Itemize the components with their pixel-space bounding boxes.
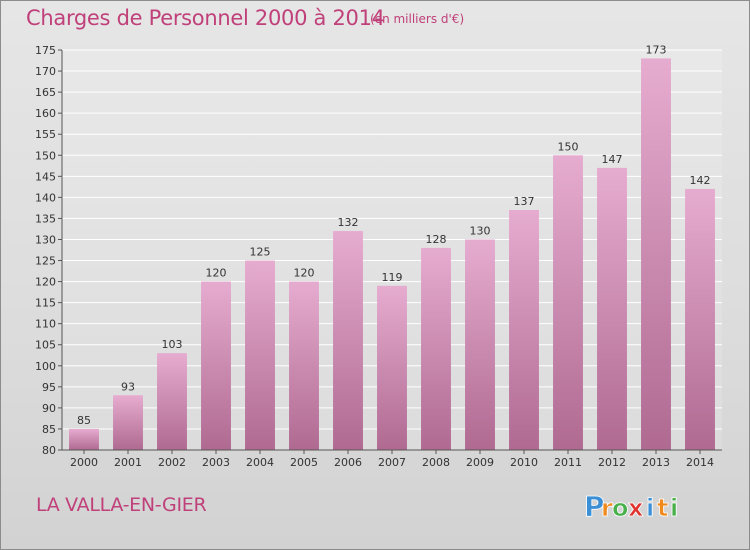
x-tick-label: 2002 (158, 456, 186, 469)
data-label: 132 (338, 216, 359, 229)
y-tick-label: 120 (35, 276, 56, 289)
bar-2005 (289, 281, 319, 450)
y-tick-label: 115 (35, 297, 56, 310)
bar-2011 (553, 155, 583, 450)
y-tick-label: 125 (35, 255, 56, 268)
y-tick-label: 130 (35, 233, 56, 246)
bar-2003 (201, 281, 231, 450)
bar-2009 (465, 239, 495, 450)
data-label: 125 (250, 246, 271, 259)
data-label: 128 (426, 233, 447, 246)
x-tick-label: 2010 (510, 456, 538, 469)
data-label: 147 (602, 153, 623, 166)
y-tick-label: 165 (35, 86, 56, 99)
data-label: 142 (690, 174, 711, 187)
x-tick-label: 2008 (422, 456, 450, 469)
y-tick-label: 95 (42, 381, 56, 394)
logo-letter: P (584, 490, 605, 523)
chart-subtitle: (en milliers d'€) (370, 12, 465, 26)
y-tick-label: 85 (42, 423, 56, 436)
x-tick-label: 2014 (686, 456, 714, 469)
logo-letter: i (646, 494, 654, 522)
logo-letter: i (670, 494, 678, 522)
y-tick-label: 145 (35, 170, 56, 183)
bar-2013 (641, 58, 671, 450)
y-tick-label: 105 (35, 339, 56, 352)
x-tick-label: 2001 (114, 456, 142, 469)
y-tick-label: 170 (35, 65, 56, 78)
bar-2012 (597, 167, 627, 451)
logo-letter: x (628, 494, 644, 522)
y-tick-label: 175 (35, 44, 56, 57)
data-label: 93 (121, 380, 135, 393)
x-tick-label: 2012 (598, 456, 626, 469)
bar-2000 (69, 428, 99, 450)
x-tick-label: 2005 (290, 456, 318, 469)
data-label: 119 (382, 271, 403, 284)
x-tick-label: 2003 (202, 456, 230, 469)
bar-2010 (509, 210, 539, 450)
data-label: 150 (558, 140, 579, 153)
data-label: 103 (162, 338, 183, 351)
y-tick-label: 135 (35, 212, 56, 225)
x-tick-label: 2000 (70, 456, 98, 469)
x-tick-label: 2013 (642, 456, 670, 469)
y-tick-label: 80 (42, 444, 56, 457)
bar-2006 (333, 231, 363, 450)
data-label: 130 (470, 224, 491, 237)
bar-2002 (157, 353, 187, 450)
bar-2004 (245, 260, 275, 450)
data-label: 173 (646, 43, 667, 56)
bar-2001 (113, 395, 143, 450)
proxiti-logo: Pr o x i t i (584, 490, 679, 524)
logo-letter: t (657, 494, 668, 522)
x-tick-label: 2004 (246, 456, 274, 469)
x-tick-label: 2007 (378, 456, 406, 469)
logo-letter: r (601, 494, 613, 522)
y-tick-label: 160 (35, 107, 56, 120)
y-tick-label: 155 (35, 128, 56, 141)
commune-name: LA VALLA-EN-GIER (36, 494, 207, 516)
bar-2007 (377, 285, 407, 450)
chart-title: Charges de Personnel 2000 à 2014 (26, 6, 385, 30)
data-label: 85 (77, 414, 91, 427)
y-tick-label: 140 (35, 191, 56, 204)
logo-letter: o (612, 494, 629, 522)
y-tick-label: 150 (35, 149, 56, 162)
bar-2014 (685, 188, 715, 450)
y-tick-label: 90 (42, 402, 56, 415)
bar-2008 (421, 247, 451, 450)
y-tick-label: 110 (35, 318, 56, 331)
x-tick-label: 2009 (466, 456, 494, 469)
x-tick-label: 2011 (554, 456, 582, 469)
x-tick-label: 2006 (334, 456, 362, 469)
data-label: 137 (514, 195, 535, 208)
data-label: 120 (294, 267, 315, 280)
y-tick-label: 100 (35, 360, 56, 373)
data-label: 120 (206, 267, 227, 280)
